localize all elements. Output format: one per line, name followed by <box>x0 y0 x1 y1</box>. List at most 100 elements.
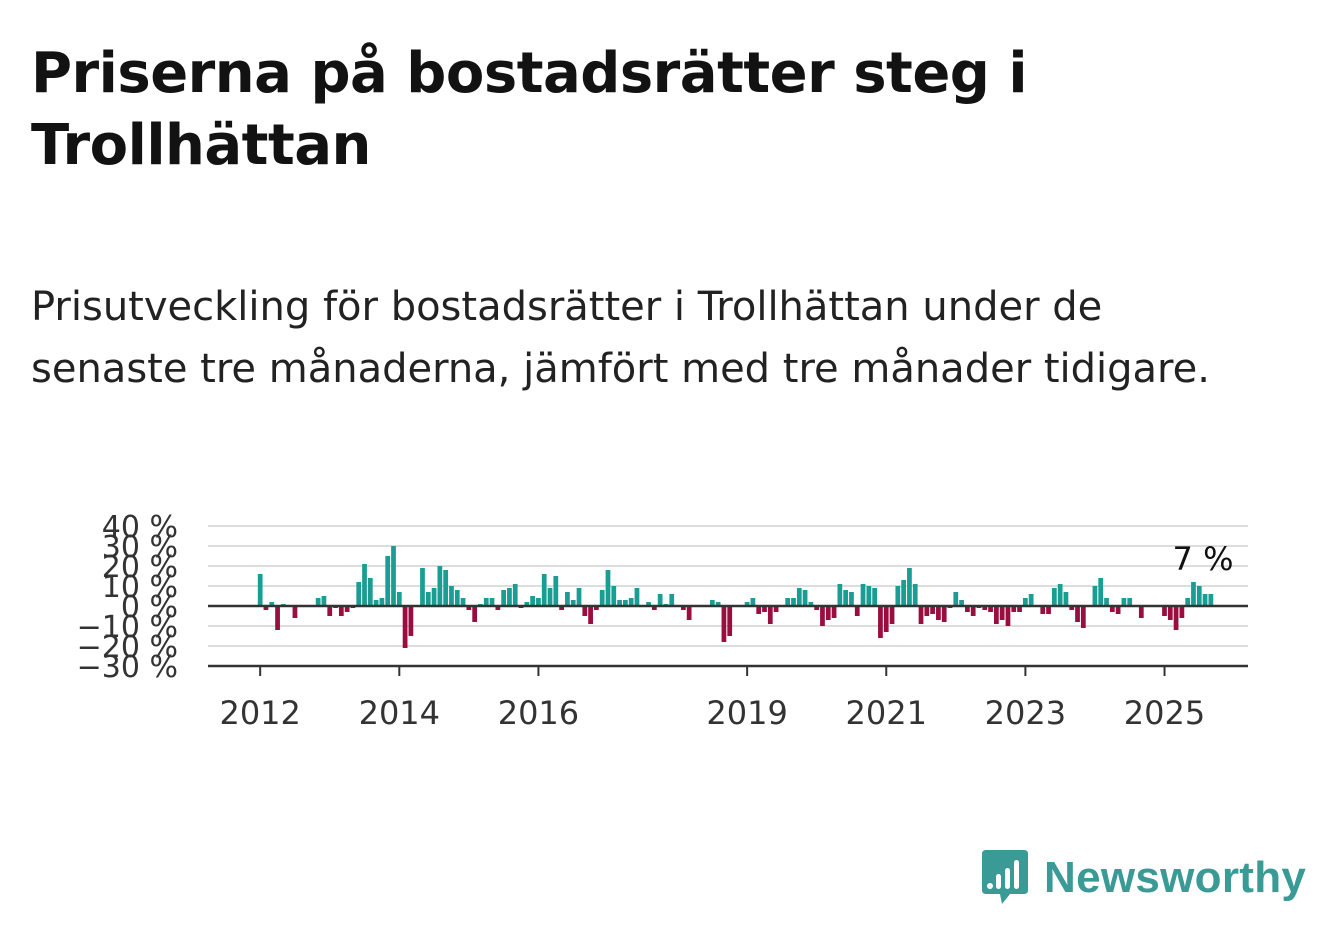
bars <box>257 546 1214 648</box>
bar <box>344 606 350 612</box>
x-tick-labels: 2012 2014 2016 2019 2021 2023 2025 <box>219 666 1205 732</box>
bar <box>321 596 327 606</box>
bar <box>367 578 373 606</box>
bar <box>559 606 564 610</box>
axes <box>208 604 1248 668</box>
bar <box>907 568 912 606</box>
bar <box>651 606 657 610</box>
bar <box>941 606 947 622</box>
bar <box>820 606 825 626</box>
bar <box>373 600 379 606</box>
bar <box>918 606 924 624</box>
bar <box>860 584 866 606</box>
y-tick-label: −20 % <box>77 630 178 665</box>
newsworthy-icon <box>982 850 1028 904</box>
bar <box>541 574 547 606</box>
x-tick-label: 2023 <box>985 694 1066 732</box>
page-subtitle: Prisutveckling för bostadsrätter i Troll… <box>31 284 1210 392</box>
page-title: Priserna på bostadsrätter steg i Trollhä… <box>31 41 1028 178</box>
bar <box>1191 582 1196 606</box>
bar <box>1185 598 1191 606</box>
bar <box>709 600 715 606</box>
x-tick-label: 2025 <box>1124 694 1205 732</box>
bar <box>1202 594 1208 606</box>
bar <box>669 594 675 606</box>
y-tick-label: −10 % <box>77 610 178 645</box>
x-tick-label: 2019 <box>706 694 787 732</box>
bar <box>988 606 993 612</box>
bar <box>594 606 599 610</box>
bar <box>460 598 466 606</box>
bar <box>454 590 460 606</box>
bar <box>854 606 860 616</box>
bar <box>431 588 437 606</box>
bar <box>263 606 269 610</box>
bar <box>1051 588 1057 606</box>
bar <box>553 576 559 606</box>
bar <box>599 590 605 606</box>
bar <box>1075 606 1080 622</box>
bar <box>965 606 970 612</box>
y-tick-label: 40 % <box>102 510 178 545</box>
bar <box>356 582 362 606</box>
bar <box>936 606 941 620</box>
bar <box>837 584 843 606</box>
bar <box>501 590 507 606</box>
bar <box>878 606 883 638</box>
bar <box>1127 598 1133 606</box>
bar <box>970 606 976 616</box>
bar <box>889 606 895 624</box>
x-tick-label: 2014 <box>359 694 440 732</box>
x-tick-label: 2016 <box>498 694 579 732</box>
bar <box>1104 598 1109 606</box>
bar <box>617 600 622 606</box>
bar <box>802 590 808 606</box>
bar <box>1022 598 1028 606</box>
bar <box>1005 606 1011 626</box>
bar <box>791 598 796 606</box>
bar <box>1046 606 1051 614</box>
bar <box>1057 584 1063 606</box>
bar <box>536 598 541 606</box>
brand-name: Newsworthy <box>1044 853 1307 902</box>
bar <box>785 598 791 606</box>
bar <box>292 606 298 618</box>
x-tick-label: 2021 <box>846 694 927 732</box>
bar <box>721 606 727 642</box>
bar <box>420 568 425 606</box>
bar <box>530 596 535 606</box>
bar <box>646 602 651 606</box>
bar <box>680 606 686 610</box>
y-tick-label: 30 % <box>102 530 178 565</box>
bar <box>924 606 930 616</box>
bar <box>524 602 530 606</box>
x-tick-label: 2012 <box>219 694 300 732</box>
bar <box>1179 606 1185 618</box>
y-tick-label: 10 % <box>102 570 178 605</box>
bar <box>565 592 570 606</box>
bar <box>269 602 275 606</box>
bar <box>715 602 721 606</box>
bar <box>750 598 756 606</box>
last-value-label: 7 % <box>1173 540 1234 578</box>
bar <box>1196 586 1202 606</box>
bar <box>1063 592 1069 606</box>
bar <box>634 588 640 606</box>
bar <box>628 598 634 606</box>
y-tick-label: 20 % <box>102 550 178 585</box>
bar <box>1080 606 1086 628</box>
bar <box>657 594 663 606</box>
bar <box>930 606 935 614</box>
bar <box>443 570 449 606</box>
bar <box>895 586 901 606</box>
bar <box>1069 606 1075 610</box>
bar <box>385 556 391 606</box>
bar <box>495 606 501 610</box>
bar <box>449 586 454 606</box>
bar <box>953 592 959 606</box>
bar <box>1098 578 1104 606</box>
bar <box>849 592 854 606</box>
bar <box>425 592 431 606</box>
bar <box>1011 606 1017 612</box>
bar <box>570 600 576 606</box>
